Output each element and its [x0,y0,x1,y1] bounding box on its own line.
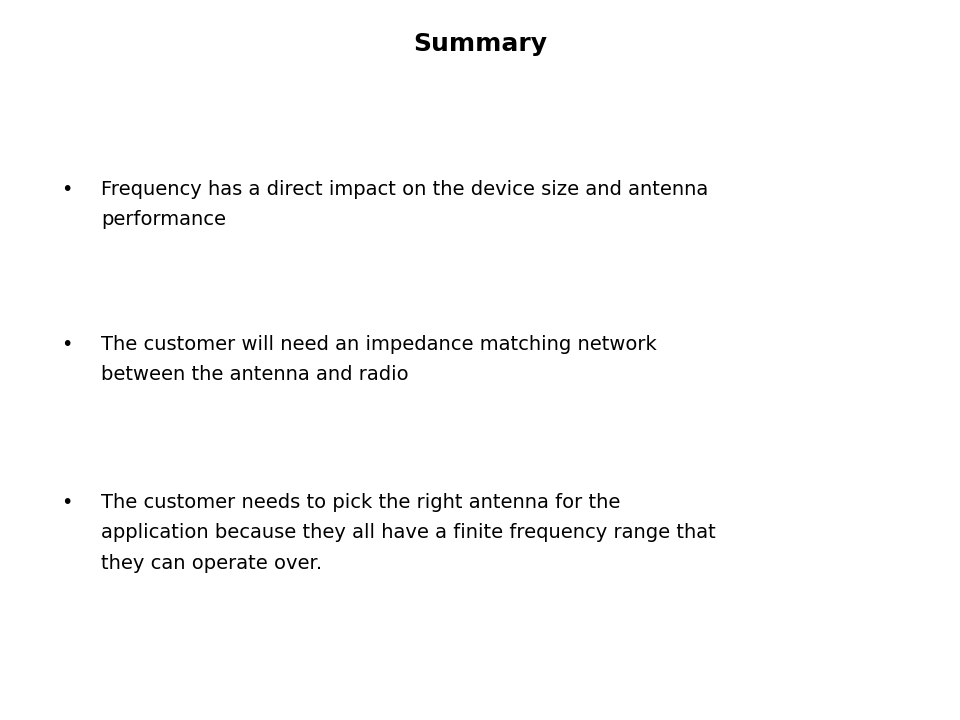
Text: •: • [61,335,73,354]
Text: •: • [61,493,73,512]
Text: •: • [61,180,73,199]
Text: Frequency has a direct impact on the device size and antenna: Frequency has a direct impact on the dev… [101,180,708,199]
Text: Summary: Summary [413,32,547,56]
Text: application because they all have a finite frequency range that: application because they all have a fini… [101,523,715,542]
Text: performance: performance [101,210,226,229]
Text: between the antenna and radio: between the antenna and radio [101,365,408,384]
Text: The customer will need an impedance matching network: The customer will need an impedance matc… [101,335,657,354]
Text: they can operate over.: they can operate over. [101,554,322,572]
Text: The customer needs to pick the right antenna for the: The customer needs to pick the right ant… [101,493,620,512]
